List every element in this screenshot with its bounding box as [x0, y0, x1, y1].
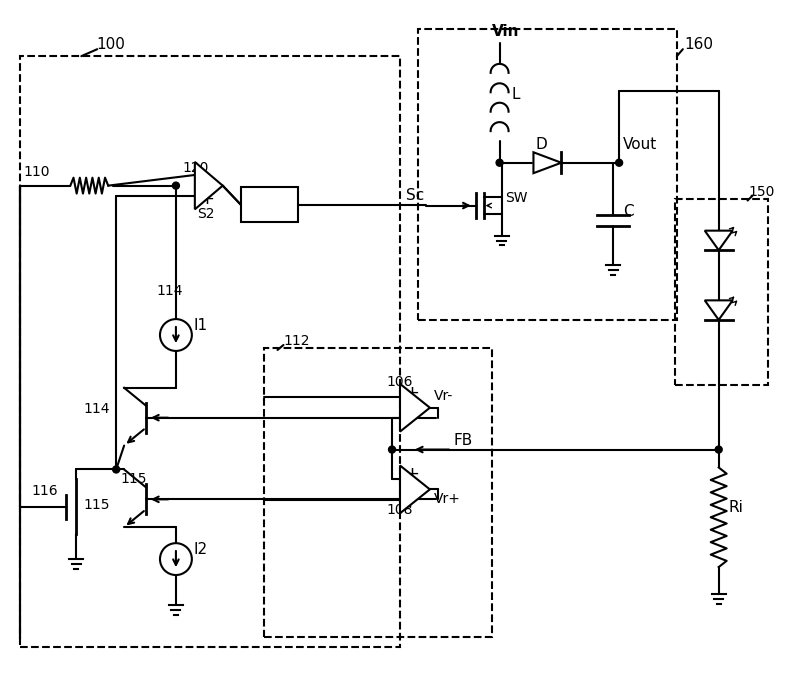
Circle shape	[496, 159, 503, 166]
Bar	[263, 348, 492, 636]
Text: I1: I1	[194, 318, 208, 333]
Polygon shape	[400, 466, 430, 513]
Text: 115: 115	[83, 498, 110, 512]
Text: SW: SW	[506, 190, 528, 205]
Polygon shape	[705, 301, 733, 320]
Text: L: L	[511, 87, 520, 102]
Text: -: -	[404, 413, 410, 432]
Text: -: -	[199, 164, 206, 182]
Text: +: +	[199, 190, 214, 207]
Text: Vr+: Vr+	[434, 492, 461, 507]
Text: +: +	[404, 465, 419, 483]
Text: Vr-: Vr-	[434, 389, 453, 403]
Text: 130: 130	[249, 201, 278, 216]
Circle shape	[113, 466, 120, 473]
Text: 100: 100	[96, 37, 125, 52]
Text: Ri: Ri	[729, 500, 743, 515]
Text: 160: 160	[684, 37, 713, 52]
Text: I2: I2	[194, 542, 208, 557]
Bar	[241, 186, 298, 222]
Text: Sc: Sc	[406, 188, 424, 203]
Text: +: +	[404, 384, 419, 402]
Text: 106: 106	[386, 375, 413, 389]
Text: S2: S2	[197, 207, 214, 220]
Circle shape	[616, 159, 622, 166]
Polygon shape	[534, 152, 562, 173]
Bar	[675, 199, 769, 385]
Bar	[418, 29, 677, 320]
Text: D: D	[535, 137, 547, 152]
Circle shape	[173, 182, 179, 189]
Text: 110: 110	[23, 165, 50, 179]
Polygon shape	[400, 384, 430, 432]
Circle shape	[389, 446, 395, 453]
Text: 115: 115	[120, 473, 146, 486]
Text: 116: 116	[31, 484, 58, 498]
Text: -: -	[404, 495, 410, 513]
Text: 112: 112	[283, 334, 310, 348]
Polygon shape	[195, 162, 222, 209]
Bar	[19, 56, 400, 647]
Circle shape	[715, 446, 722, 453]
Text: Vin: Vin	[492, 24, 519, 39]
Polygon shape	[705, 231, 733, 250]
Text: 150: 150	[749, 184, 775, 199]
Text: FB: FB	[454, 432, 473, 447]
Text: Vout: Vout	[623, 137, 658, 152]
Text: C: C	[623, 203, 634, 218]
Text: 114: 114	[156, 284, 182, 299]
Text: 114: 114	[83, 402, 110, 415]
Text: 120: 120	[183, 160, 210, 175]
Text: 108: 108	[386, 503, 413, 517]
